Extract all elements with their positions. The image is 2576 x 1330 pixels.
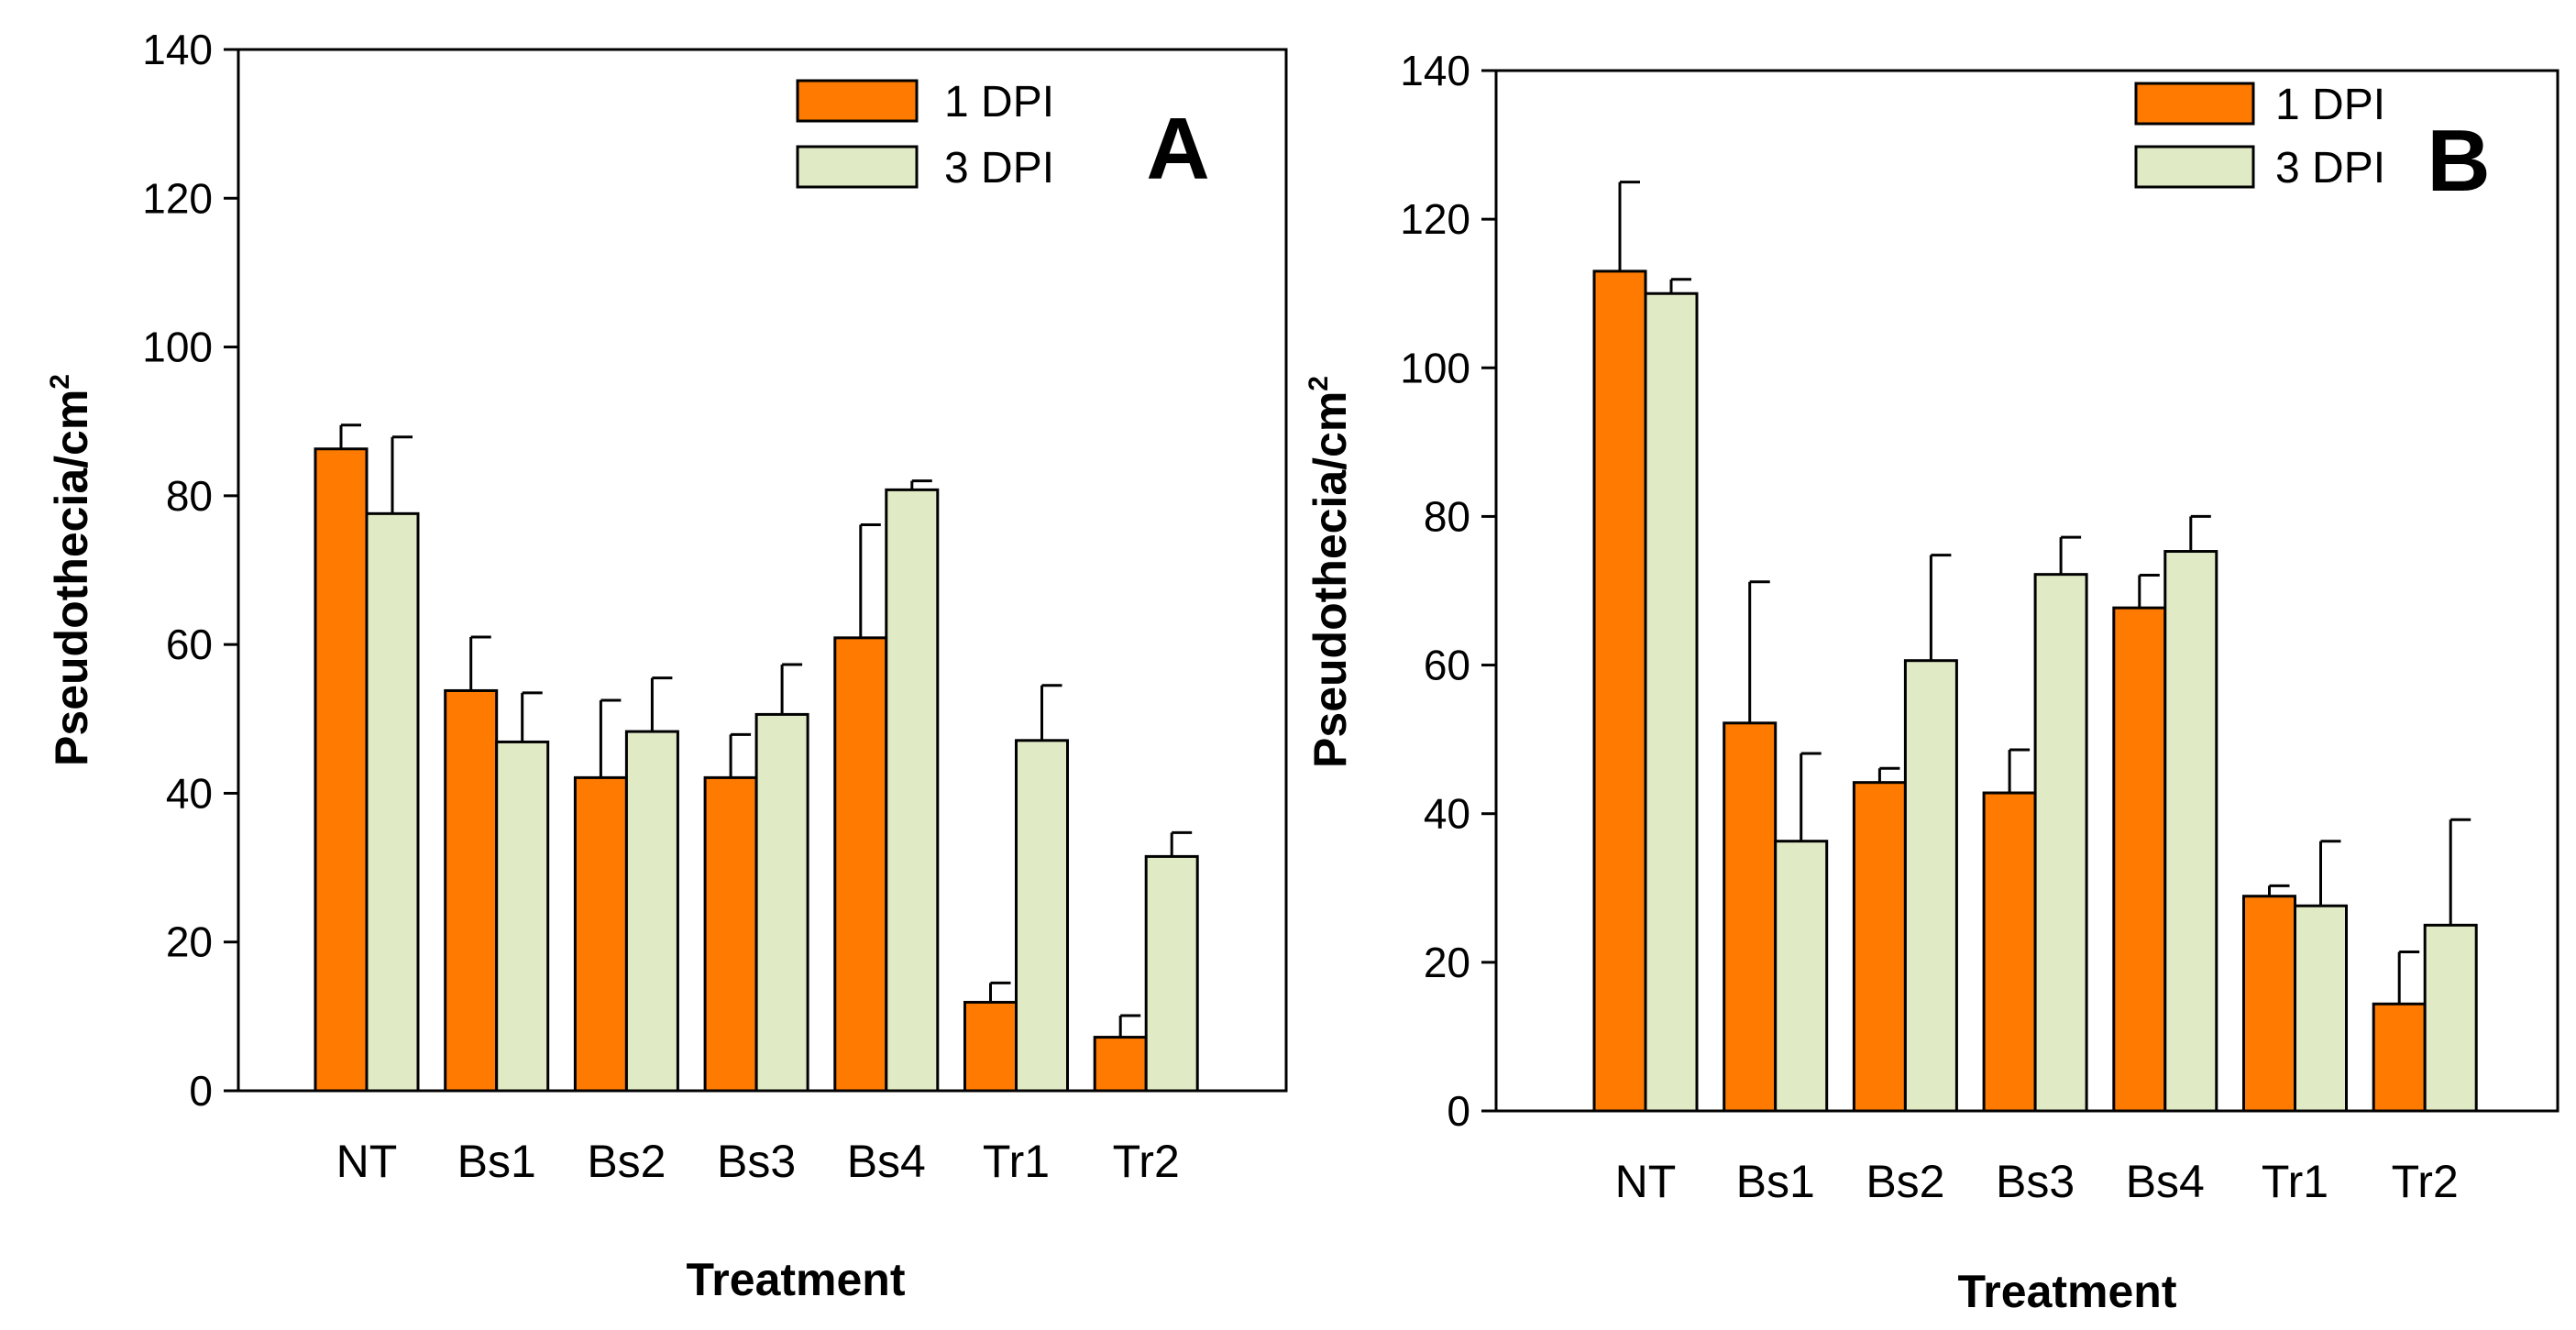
panel-a-bar — [833, 636, 888, 1093]
panel-b-y-axis-title-superscript: 2 — [1304, 376, 1334, 391]
panel-b-bar — [2294, 904, 2348, 1113]
panel-b-y-tick-label: 40 — [1424, 790, 1470, 838]
panel-b-bar — [2242, 895, 2296, 1113]
panel-b-chart: 0 20 40 60 80 100 120 140 NT Bs1 Bs2 Bs3 Bs4 Tr1 Tr2 Tr… — [1304, 47, 2559, 1317]
panel-a-y-tick-label: 80 — [166, 472, 213, 520]
panel-a-x-axis-title: Treatment — [687, 1254, 906, 1305]
panel-b-legend-label: 3 DPI — [2275, 144, 2385, 192]
panel-a-y-tick-label: 20 — [166, 918, 213, 966]
panel-b-panel-letter: B — [2427, 112, 2490, 210]
panel-b-legend-swatch — [2134, 82, 2255, 126]
panel-b-bar — [2423, 923, 2478, 1113]
panel-a-y-axis-title-text: Pseudothecia/cm — [46, 390, 97, 766]
panel-b-x-tick-label: Bs1 — [1736, 1156, 1815, 1207]
panel-a-x-tick-label: Bs4 — [847, 1136, 926, 1187]
panel-b-legend-swatch — [2134, 145, 2255, 189]
panel-b-x-tick-label: Bs2 — [1866, 1156, 1944, 1207]
panel-a-y-tick-label: 120 — [142, 174, 213, 222]
panel-a-bar — [1015, 739, 1069, 1093]
panel-b-x-tick-label: Bs3 — [1996, 1156, 2075, 1207]
panel-a-x-tick-label: NT — [336, 1136, 398, 1187]
panel-a-panel-letter: A — [1146, 100, 1209, 198]
panel-a-x-tick-label: Bs2 — [587, 1136, 666, 1187]
panel-b-x-tick-label: Tr2 — [2392, 1156, 2459, 1207]
panel-b-y-tick-label: 60 — [1424, 642, 1470, 689]
panel-a-y-axis-title: Pseudothecia/cm2 — [45, 374, 97, 766]
panel-a-legend-swatch — [796, 145, 919, 189]
panel-a-x-tick-label: Bs1 — [457, 1136, 536, 1187]
panel-b-bar — [1644, 291, 1699, 1113]
panel-a-bar — [754, 712, 809, 1093]
panel-a-bar — [365, 511, 420, 1093]
panel-b-bar — [1723, 721, 1778, 1113]
panel-a-y-tick-label: 140 — [142, 26, 213, 73]
panel-b-bar — [2163, 550, 2218, 1113]
panel-b-bar — [1774, 840, 1829, 1113]
panel-a-bar — [314, 447, 369, 1093]
panel-a-legend-swatch — [796, 79, 919, 123]
panel-a-bar — [1093, 1036, 1148, 1093]
panel-a-x-tick-label: Bs3 — [717, 1136, 796, 1187]
panel-a-legend-label: 3 DPI — [944, 144, 1054, 192]
panel-b-x-tick-label: NT — [1615, 1156, 1677, 1207]
panel-a-y-tick-label: 0 — [189, 1067, 213, 1115]
panel-b-y-axis-title: Pseudothecia/cm2 — [1304, 376, 1356, 768]
panel-a-bar — [573, 775, 628, 1093]
panel-a-bar — [885, 488, 940, 1093]
panel-b-y-tick-label: 140 — [1400, 47, 1470, 94]
panel-a-bar — [963, 1000, 1018, 1093]
panel-a-bar — [1144, 854, 1199, 1093]
panel-b-bar — [2033, 573, 2088, 1113]
panel-b-y-tick-label: 80 — [1424, 492, 1470, 540]
panel-a-y-tick-label: 40 — [166, 769, 213, 817]
panel-a-x-tick-label: Tr1 — [983, 1136, 1050, 1187]
panel-b-y-tick-label: 120 — [1400, 195, 1470, 243]
panel-b-y-axis-title-text: Pseudothecia/cm — [1305, 391, 1356, 768]
panel-b-y-tick-label: 0 — [1447, 1087, 1470, 1135]
panel-b-bar — [2112, 606, 2167, 1113]
panel-a-bar — [624, 730, 679, 1093]
panel-b-bar — [2372, 1002, 2427, 1113]
panel-a-y-tick-label: 100 — [142, 324, 213, 371]
panel-b-y-tick-label: 100 — [1400, 344, 1470, 391]
panel-b-x-tick-label: Tr1 — [2262, 1156, 2328, 1207]
panel-a-y-tick-label: 60 — [166, 621, 213, 668]
panel-b-bar — [1592, 269, 1647, 1113]
panel-b-x-axis-title: Treatment — [1958, 1266, 2177, 1317]
panel-b-x-tick-label: Bs4 — [2126, 1156, 2205, 1207]
panel-b-bar — [1982, 791, 2037, 1113]
panel-a-y-axis-title-superscript: 2 — [45, 374, 75, 390]
panel-a-bar — [703, 775, 758, 1093]
panel-a-bar — [495, 740, 550, 1093]
panel-a-bar — [444, 688, 499, 1093]
panel-b-y-tick-label: 20 — [1424, 939, 1470, 986]
panel-a-legend-label: 1 DPI — [944, 78, 1054, 126]
panel-b-bar — [1903, 659, 1958, 1113]
panel-b-bar — [1852, 781, 1907, 1113]
panel-a-x-tick-label: Tr2 — [1113, 1136, 1180, 1187]
panel-a-chart: 0 20 40 60 80 100 120 140 NT Bs1 Bs2 Bs3 Bs4 Tr1 Tr2 Tr… — [45, 26, 1288, 1305]
panel-b-legend-label: 1 DPI — [2275, 81, 2385, 129]
